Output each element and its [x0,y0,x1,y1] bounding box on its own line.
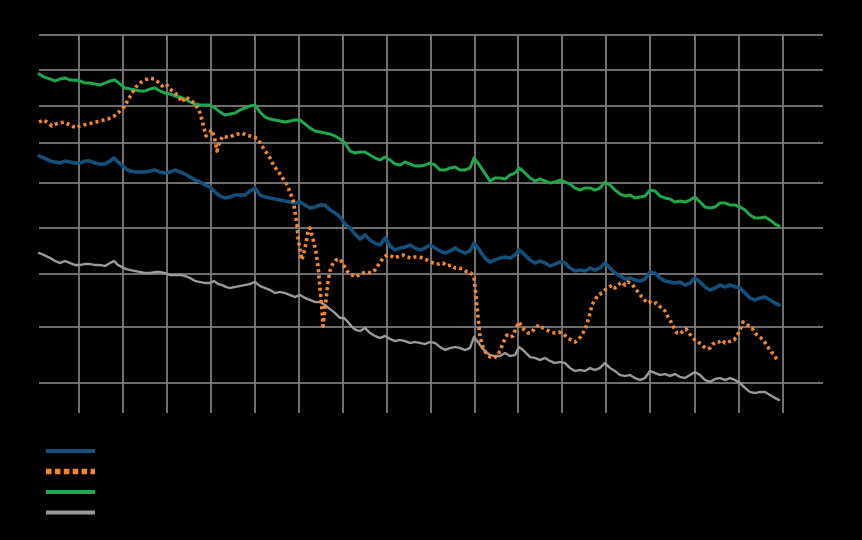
series-line-gray [37,251,781,402]
series-line-orange [38,76,781,363]
data-series [37,72,781,402]
series-line-green [37,72,781,228]
gridlines [39,34,823,413]
legend [46,449,95,515]
series-line-blue [37,154,781,307]
